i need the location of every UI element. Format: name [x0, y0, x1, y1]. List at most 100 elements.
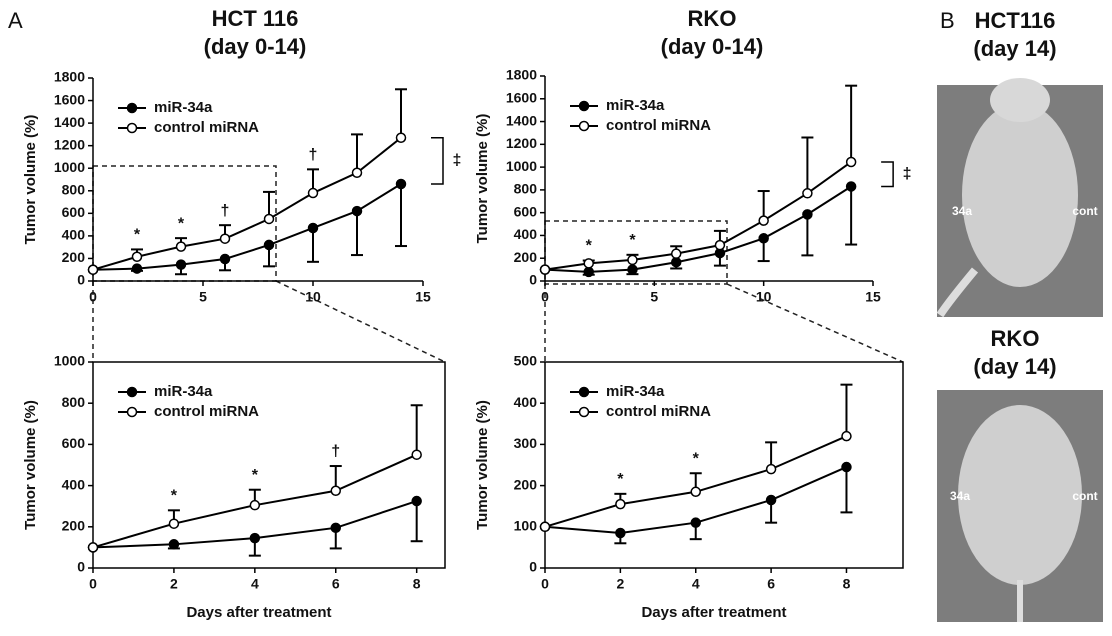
- legend-label: control miRNA: [154, 119, 259, 136]
- marker: [351, 205, 363, 217]
- plot-frame: [92, 361, 446, 569]
- y-tick-label: 400: [514, 394, 538, 410]
- marker: [802, 188, 813, 199]
- y-tick-label: 1600: [54, 91, 85, 107]
- annotation: *: [178, 215, 185, 232]
- legend-label: miR-34a: [606, 97, 665, 114]
- x-tick-label: 5: [650, 289, 658, 305]
- marker: [539, 264, 551, 275]
- y-tick-label: 200: [62, 518, 86, 534]
- y-tick-label: 500: [514, 353, 538, 369]
- photo-label: 34a: [950, 489, 970, 503]
- series-line: [544, 185, 852, 273]
- y-tick-label: 1000: [506, 158, 537, 174]
- marker: [802, 209, 813, 220]
- marker: [690, 486, 701, 498]
- y-tick-label: 600: [62, 204, 86, 220]
- series-line: [544, 161, 852, 271]
- chart-title: HCT 116: [212, 6, 299, 31]
- legend-label: miR-34a: [606, 383, 665, 400]
- marker: [845, 156, 857, 168]
- x-axis-label: Days after treatment: [186, 604, 331, 621]
- photo-subtitle: (day 14): [973, 36, 1056, 61]
- photo-subtitle: (day 14): [973, 354, 1056, 379]
- plot-frame: [544, 361, 904, 569]
- marker: [263, 239, 275, 251]
- marker: [263, 213, 275, 225]
- marker: [411, 449, 422, 460]
- x-tick-label: 0: [541, 289, 549, 305]
- y-tick-label: 600: [62, 435, 86, 451]
- y-tick-label: 0: [77, 559, 85, 575]
- annotation: †: [309, 147, 318, 164]
- marker: [758, 233, 769, 244]
- marker: [539, 521, 551, 533]
- y-tick-label: 0: [77, 272, 85, 288]
- marker: [690, 517, 701, 528]
- marker: [627, 254, 638, 266]
- marker: [330, 485, 342, 496]
- y-axis-label: Tumor volume (%): [474, 114, 491, 244]
- y-tick-label: 200: [514, 476, 538, 492]
- x-tick-label: 5: [199, 289, 207, 305]
- y-axis-label: Tumor volume (%): [22, 400, 39, 530]
- y-tick-label: 1000: [54, 353, 85, 369]
- y-tick-label: 1800: [54, 69, 85, 85]
- x-tick-label: 0: [89, 576, 97, 592]
- y-tick-label: 100: [514, 518, 538, 534]
- annotation: ‡: [453, 152, 462, 169]
- x-tick-label: 0: [89, 289, 97, 305]
- marker: [168, 539, 180, 550]
- y-tick-label: 1400: [506, 112, 537, 128]
- annotation: *: [134, 227, 141, 244]
- photo: [936, 78, 1103, 318]
- y-tick-label: 200: [62, 249, 86, 265]
- marker: [131, 263, 143, 274]
- y-tick-label: 0: [529, 272, 537, 288]
- chart-subtitle: (day 0-14): [661, 34, 764, 59]
- chart-subtitle: (day 0-14): [204, 34, 307, 59]
- marker: [758, 215, 769, 226]
- legend-label: control miRNA: [606, 403, 711, 420]
- y-tick-label: 1000: [54, 159, 85, 175]
- x-tick-label: 6: [332, 576, 340, 592]
- chart-title: RKO: [688, 6, 737, 31]
- y-tick-label: 800: [62, 394, 86, 410]
- annotation: *: [171, 488, 178, 505]
- y-tick-label: 800: [62, 181, 86, 197]
- marker: [175, 241, 187, 252]
- x-tick-label: 2: [170, 576, 178, 592]
- marker: [411, 495, 422, 507]
- y-tick-label: 1200: [54, 136, 85, 152]
- legend-label: control miRNA: [606, 117, 711, 134]
- x-tick-label: 10: [305, 289, 321, 305]
- marker: [131, 251, 143, 263]
- legend-marker: [126, 122, 138, 134]
- marker: [765, 463, 777, 475]
- panel-label: B: [940, 8, 955, 33]
- marker: [583, 258, 594, 269]
- zoom-guides: [92, 165, 904, 363]
- marker: [615, 498, 626, 510]
- marker: [219, 253, 231, 265]
- y-tick-label: 400: [514, 226, 538, 242]
- x-tick-label: 15: [865, 289, 881, 305]
- x-tick-label: 8: [843, 576, 851, 592]
- marker: [395, 132, 407, 144]
- x-tick-label: 0: [541, 576, 549, 592]
- y-tick-label: 1600: [506, 89, 537, 105]
- marker: [765, 494, 777, 506]
- y-axis-label: Tumor volume (%): [474, 400, 491, 530]
- x-tick-label: 6: [767, 576, 775, 592]
- x-axis-label: Days after treatment: [641, 604, 786, 621]
- significance-bracket: [431, 137, 444, 185]
- x-tick-label: 2: [616, 576, 624, 592]
- x-tick-label: 8: [413, 576, 421, 592]
- y-tick-label: 0: [529, 559, 537, 575]
- marker: [87, 542, 99, 553]
- annotation: *: [617, 471, 624, 488]
- legend-marker: [578, 386, 590, 398]
- x-tick-label: 4: [251, 576, 259, 592]
- annotation: *: [586, 238, 593, 255]
- marker: [307, 222, 319, 234]
